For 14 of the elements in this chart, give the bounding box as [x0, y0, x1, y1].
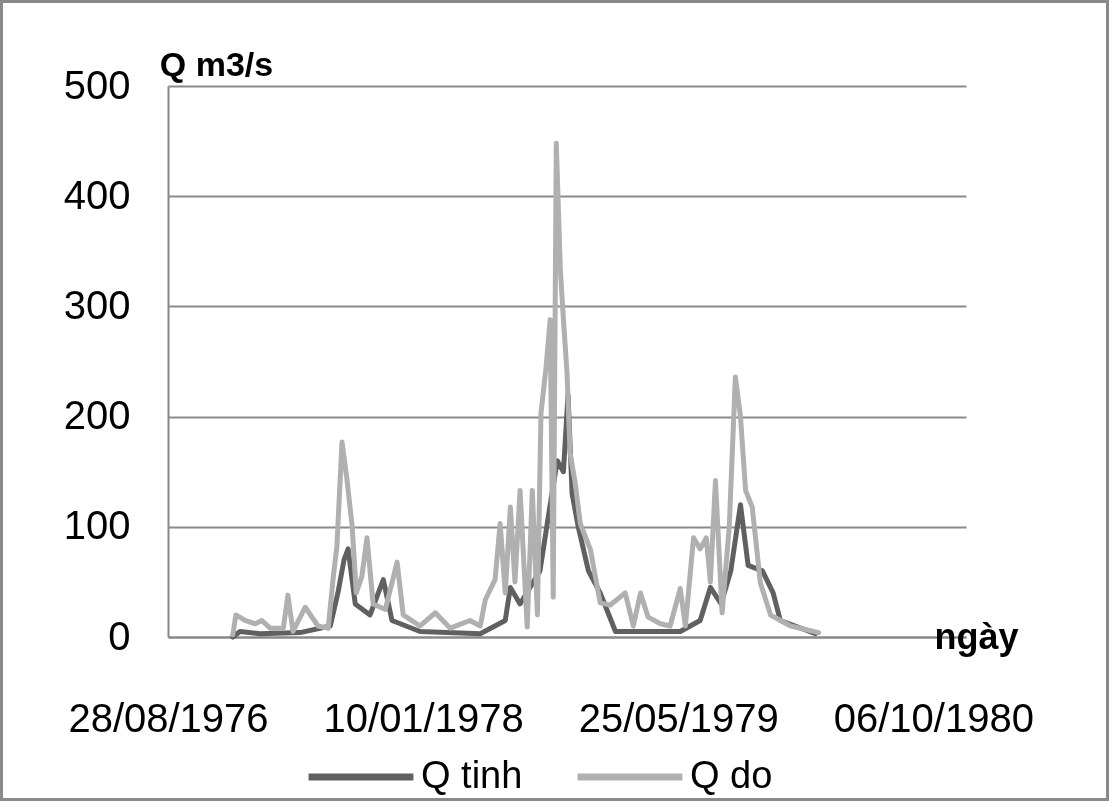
y-tick-label: 0: [108, 613, 131, 658]
x-tick-label: 25/05/1979: [578, 695, 779, 740]
x-tick-label: 06/10/1980: [833, 695, 1034, 740]
legend-label: Q tinh: [421, 754, 523, 796]
x-axis-title: ngày: [934, 615, 1019, 657]
legend-label: Q do: [690, 754, 773, 796]
x-tick-label: 10/01/1978: [323, 695, 524, 740]
y-tick-label: 200: [63, 393, 131, 438]
y-tick-label: 400: [63, 172, 131, 217]
y-tick-label: 100: [63, 503, 131, 548]
y-tick-label: 300: [63, 282, 131, 327]
y-axis-title: Q m3/s: [159, 44, 274, 83]
y-tick-label: 500: [63, 62, 131, 107]
x-tick-label: 28/08/1976: [68, 695, 269, 740]
